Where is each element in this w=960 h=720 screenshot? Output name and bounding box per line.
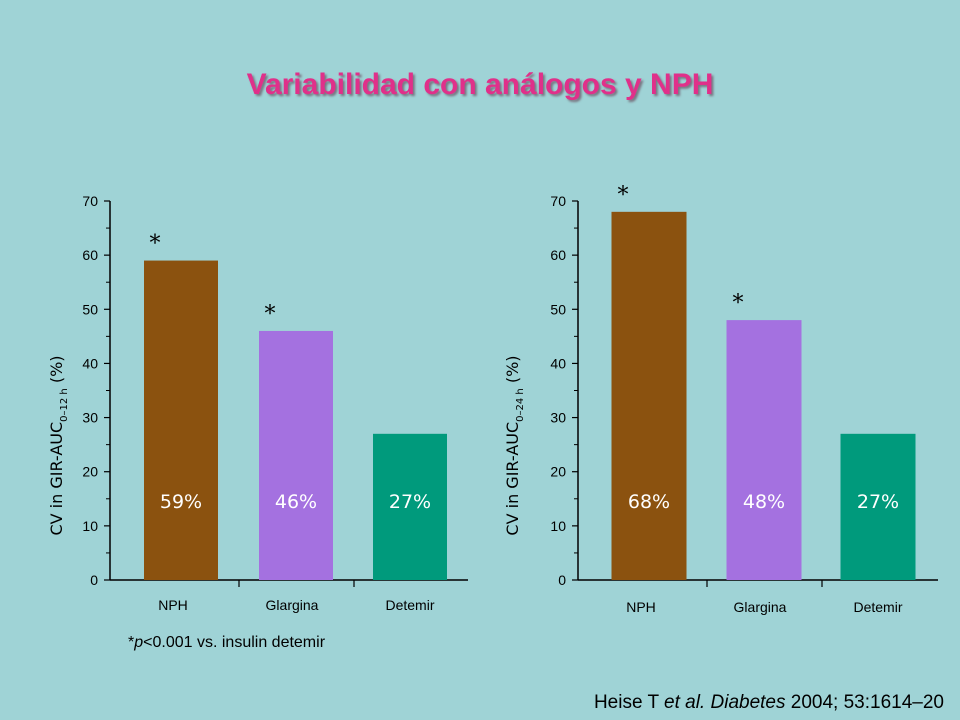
bar-nph (144, 260, 218, 580)
y-tick-label: 0 (558, 572, 566, 588)
footnote-text: <0.001 vs. insulin detemir (143, 634, 326, 651)
citation-authors: Heise T (593, 692, 665, 713)
y-tick-label: 20 (550, 464, 566, 480)
bar-value-label: 59% (160, 491, 202, 513)
significance-star: * (150, 232, 161, 257)
significance-star: * (265, 302, 276, 327)
significance-star: * (733, 291, 744, 316)
x-category-label: NPH (158, 597, 188, 613)
bar-detemir (373, 433, 447, 580)
y-tick-label: 20 (82, 464, 98, 480)
y-tick-label: 30 (82, 410, 98, 426)
x-category-label: NPH (626, 599, 656, 615)
citation-journal: Diabetes (705, 692, 786, 713)
y-tick-label: 0 (90, 572, 98, 588)
footnote-star: * (128, 634, 135, 651)
y-tick-label: 50 (550, 301, 566, 317)
y-axis-label: CV in GIR-AUC0–12 h (%) (47, 355, 70, 535)
y-axis-label-subscript: 0–12 h (59, 388, 70, 422)
y-axis-label-main: CV in GIR-AUC (503, 422, 522, 536)
bar-value-label: 68% (628, 491, 670, 513)
bar-value-label: 48% (743, 491, 785, 513)
bar-value-label: 27% (389, 491, 431, 513)
y-tick-label: 60 (550, 247, 566, 263)
y-tick-label: 30 (550, 410, 566, 426)
y-tick-label: 50 (82, 301, 98, 317)
footnote-p: p (134, 634, 144, 651)
y-tick-label: 60 (82, 247, 98, 263)
citation: Heise T et al. Diabetes 2004; 53:1614–20 (594, 692, 944, 714)
y-tick-label: 10 (82, 518, 98, 534)
y-axis-label: CV in GIR-AUC0–24 h (%) (503, 355, 526, 535)
bar-nph (611, 211, 687, 581)
y-tick-label: 40 (82, 355, 98, 371)
significance-star: * (618, 183, 629, 208)
y-tick-label: 10 (550, 518, 566, 534)
x-category-label: Glargina (734, 599, 787, 615)
x-category-label: Glargina (266, 597, 319, 613)
x-category-label: Detemir (385, 597, 434, 613)
x-category-label: Detemir (853, 599, 902, 615)
y-tick-label: 40 (550, 355, 566, 371)
y-axis-label-unit: (%) (503, 355, 522, 388)
bar-glargina (726, 320, 802, 580)
bar-value-label: 46% (275, 491, 317, 513)
bar-detemir (840, 433, 916, 580)
citation-etal: et al. (664, 692, 706, 713)
citation-rest: 2004; 53:1614–20 (785, 692, 944, 713)
bar-glargina (259, 330, 333, 580)
bar-value-label: 27% (857, 491, 899, 513)
significance-footnote: *p<0.001 vs. insulin detemir (128, 634, 325, 652)
y-axis-label-subscript: 0–24 h (515, 388, 526, 422)
y-tick-label: 70 (550, 193, 566, 209)
y-axis-label-unit: (%) (47, 355, 66, 388)
y-tick-label: 70 (82, 193, 98, 209)
y-axis-label-main: CV in GIR-AUC (47, 422, 66, 536)
slide-title: Variabilidad con análogos y NPH (246, 68, 714, 101)
